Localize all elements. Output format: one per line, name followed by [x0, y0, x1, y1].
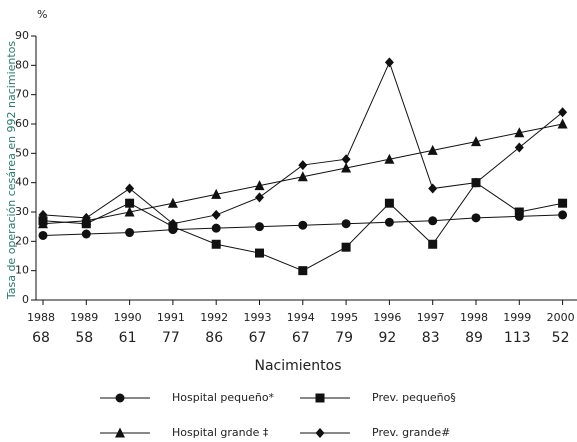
marker	[514, 127, 525, 138]
marker	[125, 228, 135, 238]
y-tick-label: 90	[15, 29, 29, 42]
series-line	[42, 61, 563, 225]
x-tick-label: 1994	[287, 311, 315, 324]
marker	[558, 198, 568, 208]
marker	[428, 216, 438, 226]
marker	[341, 154, 351, 165]
births-label: 86	[205, 330, 223, 346]
births-label: 113	[504, 330, 531, 346]
x-tick-label: 2000	[547, 311, 575, 324]
marker	[211, 239, 221, 249]
y-tick-label: 80	[15, 58, 29, 71]
marker	[255, 222, 264, 232]
marker	[558, 107, 568, 118]
y-unit: %	[37, 8, 47, 21]
marker	[557, 118, 568, 129]
marker	[255, 192, 264, 203]
marker	[341, 219, 351, 229]
marker	[81, 229, 91, 239]
marker	[514, 142, 524, 153]
x-tick-label: 1995	[330, 311, 358, 324]
y-tick-label: 10	[15, 264, 29, 277]
marker	[298, 220, 308, 230]
legend-label: Hospital grande ‡	[172, 426, 269, 439]
marker	[427, 144, 438, 155]
marker	[115, 427, 125, 438]
marker	[124, 206, 135, 217]
x-tick-label: 1989	[70, 311, 98, 324]
marker	[428, 183, 438, 194]
marker	[38, 218, 48, 229]
x-axis-label: Nacimientos	[254, 358, 341, 374]
marker	[167, 197, 178, 208]
marker	[125, 198, 135, 208]
births-label: 83	[422, 330, 440, 346]
y-tick-label: 20	[15, 234, 29, 247]
marker	[315, 393, 325, 403]
marker	[341, 162, 352, 173]
births-label: 79	[335, 330, 353, 346]
marker	[255, 248, 264, 258]
y-tick-label: 0	[22, 293, 29, 306]
y-tick-label: 60	[15, 117, 29, 130]
marker	[514, 207, 524, 217]
marker	[298, 266, 308, 276]
x-tick-label: 1991	[157, 311, 185, 324]
marker	[428, 239, 438, 249]
births-label: 58	[75, 330, 93, 346]
marker	[115, 393, 125, 403]
marker	[211, 188, 222, 199]
x-tick-label: 1997	[417, 311, 445, 324]
marker	[558, 210, 568, 220]
births-label: 52	[552, 330, 570, 346]
marker	[384, 57, 394, 68]
births-label: 67	[249, 330, 267, 346]
births-label: 92	[378, 330, 396, 346]
x-tick-label: 1998	[460, 311, 488, 324]
y-tick-label: 40	[15, 176, 29, 189]
x-tick-label: 1996	[373, 311, 401, 324]
y-tick-label: 30	[15, 205, 29, 218]
births-label: 89	[465, 330, 483, 346]
marker	[211, 209, 221, 220]
y-tick-label: 50	[15, 146, 29, 159]
marker	[384, 217, 394, 227]
x-tick-label: 1990	[114, 311, 142, 324]
marker	[471, 213, 481, 223]
births-label: 68	[32, 330, 50, 346]
marker	[298, 160, 308, 171]
x-tick-label: 1999	[503, 311, 531, 324]
marker	[38, 209, 48, 220]
y-tick-label: 70	[15, 88, 29, 101]
births-label: 77	[162, 330, 180, 346]
legend-label: Prev. grande#	[372, 426, 450, 439]
marker	[384, 153, 395, 164]
marker	[254, 180, 265, 191]
marker	[297, 171, 308, 182]
marker	[315, 428, 325, 438]
x-tick-label: 1993	[244, 311, 272, 324]
marker	[168, 218, 178, 229]
births-label: 61	[119, 330, 137, 346]
marker	[341, 242, 351, 252]
legend-label: Hospital pequeño*	[172, 391, 275, 404]
marker	[471, 177, 481, 188]
marker	[471, 136, 481, 147]
marker	[81, 212, 91, 223]
y-axis-label: Tasa de operación cesárea en 992 nacimie…	[5, 41, 18, 301]
births-label: 67	[292, 330, 310, 346]
marker	[38, 230, 48, 240]
legend-label: Prev. pequeño§	[372, 391, 456, 404]
x-tick-label: 1988	[27, 311, 55, 324]
marker	[125, 183, 135, 194]
marker	[211, 223, 221, 233]
x-tick-label: 1992	[200, 311, 228, 324]
marker	[384, 198, 394, 208]
